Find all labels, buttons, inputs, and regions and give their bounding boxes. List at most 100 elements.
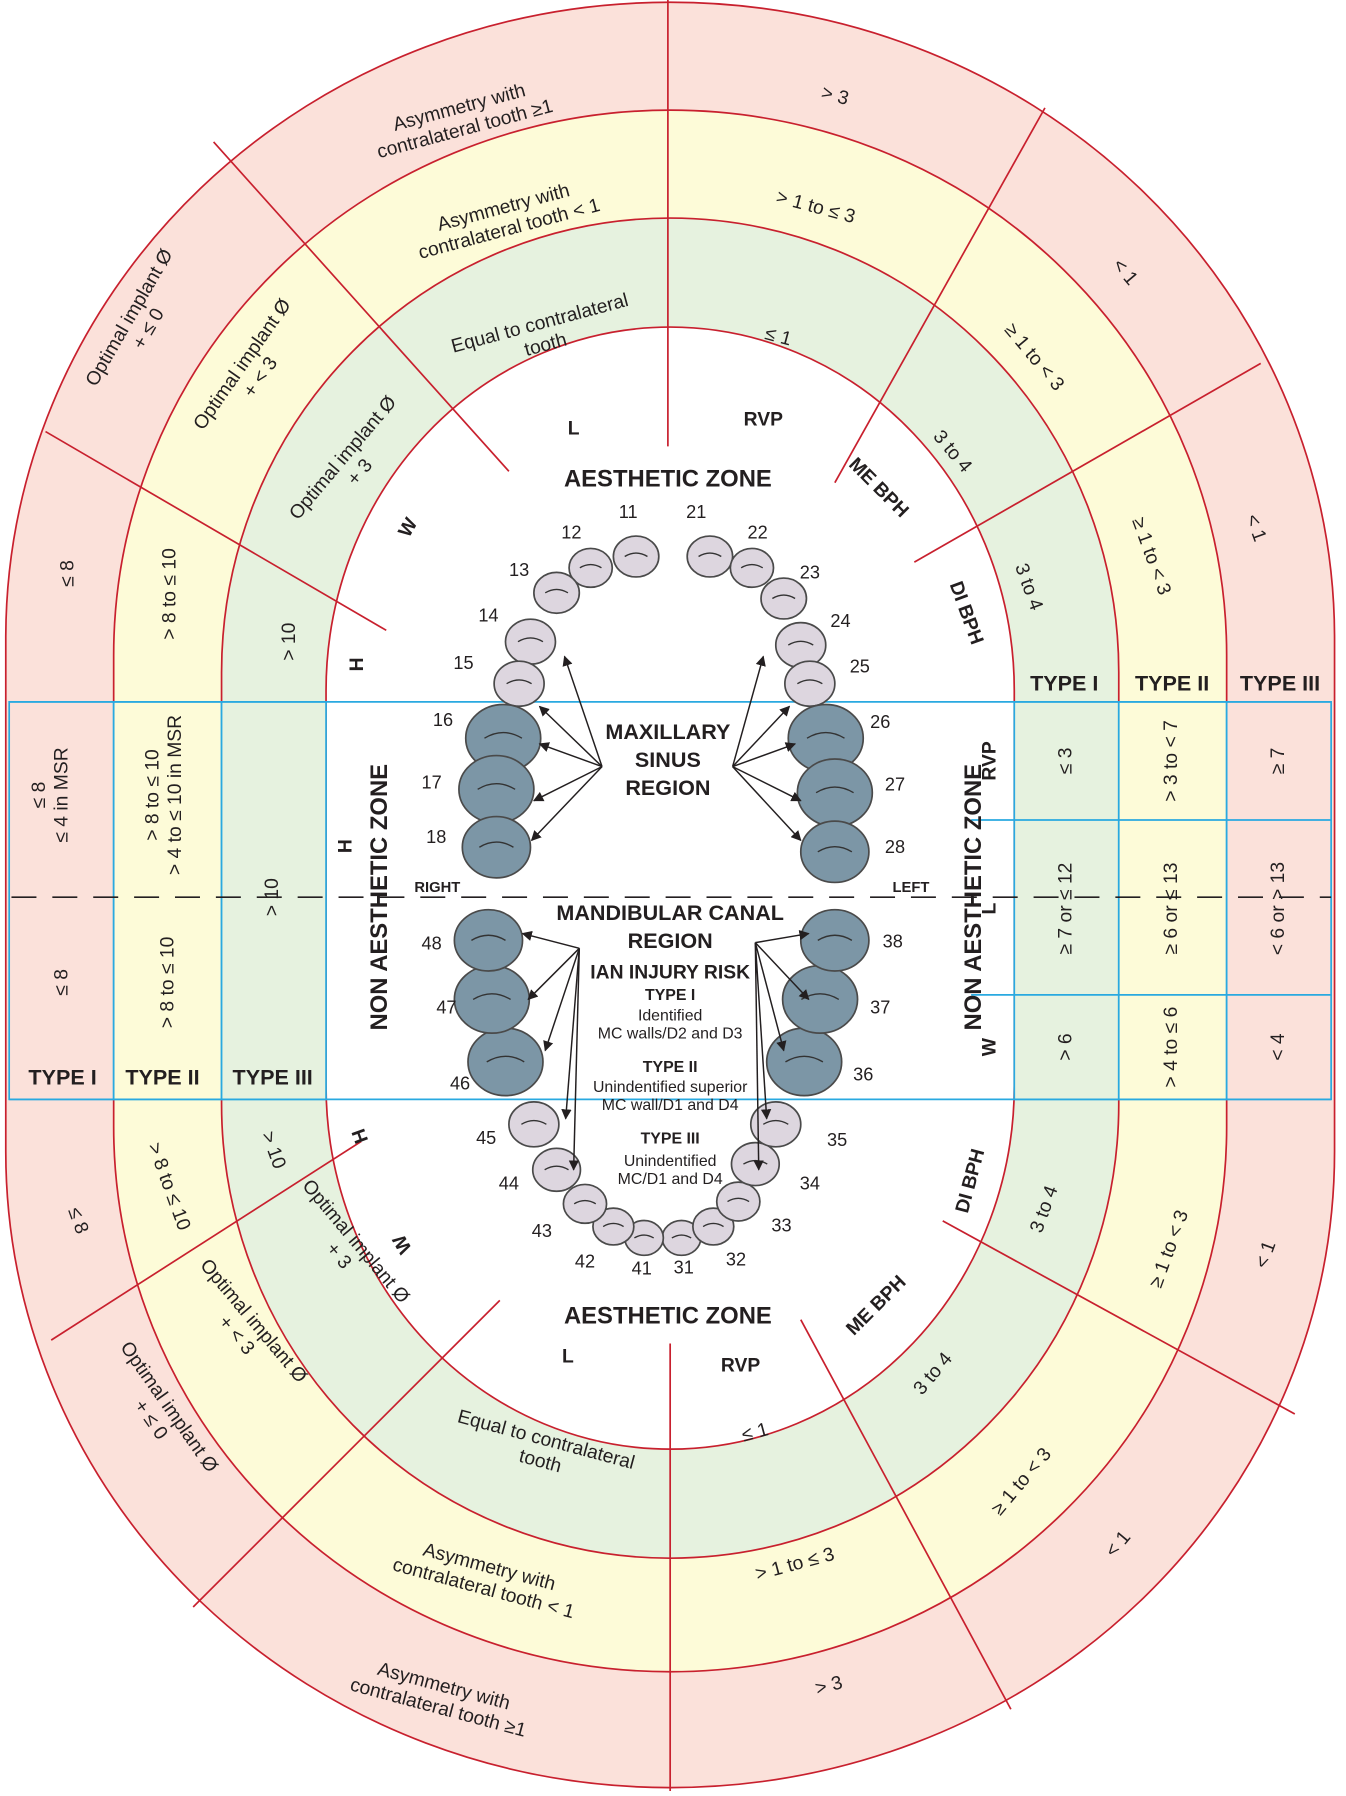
center-title: MANDIBULAR CANAL (556, 900, 784, 925)
tooth-number: 34 (800, 1173, 820, 1193)
region-label: H (347, 657, 368, 671)
center-title: MAXILLARY SINUS REGION (605, 719, 731, 800)
type-header: TYPE III (233, 1065, 313, 1090)
type-header: TYPE II (1135, 671, 1209, 696)
tooth (461, 815, 532, 879)
tooth (686, 535, 734, 578)
tooth-groove (517, 637, 544, 643)
tooth (612, 535, 660, 578)
tooth-groove (797, 679, 823, 685)
cell-text: > 3 to < 7 (1161, 720, 1182, 802)
arrow (754, 942, 772, 1120)
tooth (760, 577, 808, 620)
tooth-number: 11 (619, 502, 638, 522)
arrows (521, 655, 810, 1171)
region-label: L (980, 902, 1001, 914)
tooth (453, 908, 524, 972)
risk-text: MC walls/D2 and D3 (598, 1026, 743, 1043)
tooth-groove (698, 552, 722, 558)
region-label: W (980, 1037, 1001, 1056)
tooth (458, 754, 535, 824)
risk-text: MC/D1 and D4 (618, 1171, 723, 1188)
cell-text: > 8 to ≤ 10 (143, 749, 164, 841)
cell-text: ≤ 8≤ 4 in MSR (29, 747, 72, 842)
tooth-number: 14 (478, 605, 498, 625)
zone-label: NON AESTHETIC ZONE (960, 764, 987, 1031)
tooth (781, 964, 859, 1034)
tooth-groove (579, 563, 602, 569)
dividers (45, 0, 1296, 1791)
tooth-number: 41 (632, 1259, 652, 1279)
type-iii-column (1225, 701, 1332, 1101)
tooth-number: 12 (561, 523, 581, 543)
arrow (754, 942, 787, 1052)
divider (212, 141, 510, 472)
tooth-groove (702, 1222, 724, 1228)
cell-text: > 8 to ≤ 10 (157, 937, 178, 1029)
divider (45, 430, 387, 632)
center-subtitle: IAN INJURY RISK (590, 962, 750, 983)
risk-text: MC wall/D1 and D4 (602, 1097, 739, 1114)
center-title: SINUS (635, 747, 701, 772)
arrow (568, 948, 581, 1171)
arrow (530, 766, 603, 842)
tooth (531, 1147, 582, 1193)
tooth-number: 38 (883, 931, 903, 951)
risk-text: Identified (638, 1008, 702, 1025)
tooth (796, 758, 874, 828)
arrow (731, 655, 766, 767)
tooth-groove (521, 1119, 547, 1125)
tooth-number: 16 (433, 710, 453, 730)
arrow (527, 947, 580, 1001)
tooth-number: 32 (726, 1249, 746, 1269)
tooth-groove (484, 731, 523, 739)
cell-text: ≤ 8 (57, 560, 78, 587)
arrow (754, 942, 810, 1001)
tooth-number: 26 (870, 712, 890, 732)
center-title: MAXILLARY (605, 719, 731, 744)
tooth-number: 23 (800, 562, 820, 582)
arrow (732, 705, 791, 768)
divider (942, 1220, 1296, 1415)
tooth (715, 1181, 761, 1222)
tooth (568, 547, 614, 589)
tooth (453, 964, 531, 1034)
divider (50, 1140, 362, 1341)
tooth (799, 908, 870, 972)
tooth (784, 660, 836, 708)
bands (8, 701, 1332, 1101)
cell-text: > 8 to ≤ 10> 4 to ≤ 10 in MSR (143, 715, 186, 875)
tooth (504, 618, 557, 666)
tooth-number: 37 (870, 997, 890, 1017)
tooth-number: 33 (771, 1215, 791, 1235)
tooth-number: 22 (748, 523, 768, 543)
tooth-number: 45 (476, 1128, 496, 1148)
left-type-iii-column (220, 701, 327, 1101)
zone-label: AESTHETIC ZONE (564, 466, 772, 493)
zone-label: AESTHETIC ZONE (564, 1303, 772, 1330)
cell-text: ≥ 6 or ≤ 13 (1161, 863, 1182, 955)
cell-text: ≥ 7 or ≤ 12 (1056, 863, 1077, 955)
arrow (561, 948, 581, 1120)
region-label: L (568, 418, 580, 439)
type-header: TYPE I (1030, 671, 1098, 696)
tooth-groove (544, 1165, 569, 1171)
cell-text: ≤ 8 (29, 782, 50, 809)
tooth-groove (506, 679, 532, 685)
tooth-number: 44 (499, 1173, 519, 1193)
arrow (538, 705, 603, 768)
tooth-number: 46 (450, 1073, 470, 1093)
tooth-groove (472, 993, 511, 1001)
tooth-groove (471, 934, 506, 941)
region-label: RVP (721, 1355, 760, 1376)
cell-text: > 8 to ≤ 10 (160, 548, 181, 640)
cell-text: ≤ 4 in MSR (51, 747, 72, 842)
rings (4, 1, 1336, 1789)
cell-text: > 4 to ≤ 10 in MSR (165, 715, 186, 875)
tooth-groove (634, 1234, 655, 1239)
risk-text: Unindentified MC/D1 and D4 (618, 1153, 723, 1188)
tooth-groove (727, 1197, 750, 1203)
arrow (732, 766, 802, 842)
tooth-number: 43 (532, 1221, 552, 1241)
type-header: TYPE I (28, 1065, 96, 1090)
